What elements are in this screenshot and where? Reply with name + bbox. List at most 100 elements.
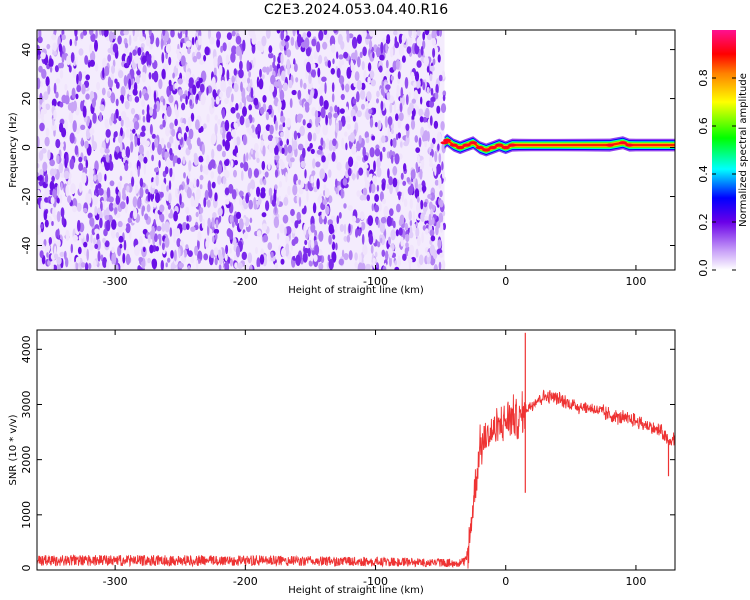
noise-blob [89, 217, 95, 227]
noise-blob [56, 211, 61, 223]
noise-blob [200, 126, 204, 133]
noise-blob [89, 59, 95, 67]
noise-blob [422, 81, 426, 91]
noise-blob [326, 138, 330, 144]
noise-blob [374, 121, 378, 128]
spec-y-tick-label: -40 [20, 237, 33, 255]
noise-blob [292, 184, 298, 196]
noise-blob [290, 243, 294, 251]
spec-x-tick-label: 100 [625, 275, 646, 288]
noise-blob [56, 256, 62, 265]
noise-blob [75, 35, 78, 41]
snr-x-tick-label: -200 [233, 575, 258, 588]
noise-blob [123, 75, 128, 87]
noise-blob [120, 127, 123, 137]
noise-blob [218, 64, 223, 77]
noise-blob [328, 234, 332, 245]
noise-blob [356, 190, 361, 197]
noise-blob [196, 259, 199, 270]
noise-blob [365, 263, 371, 270]
noise-blob [178, 89, 183, 96]
noise-blob [51, 221, 54, 226]
colorbar-label: Normalized spectral amplitude [738, 73, 749, 227]
noise-blob [438, 177, 442, 190]
noise-blob [222, 138, 226, 147]
noise-blob [195, 39, 199, 48]
noise-blob [176, 52, 182, 60]
noise-blob [423, 201, 428, 208]
noise-blob [320, 106, 326, 119]
noise-blob [338, 54, 344, 60]
noise-blob [415, 226, 420, 238]
noise-blob [341, 59, 345, 66]
noise-blob [331, 82, 335, 93]
noise-blob [248, 199, 253, 210]
noise-blob [388, 236, 391, 245]
noise-blob [40, 81, 43, 88]
noise-blob [122, 252, 126, 264]
noise-blob [129, 47, 133, 53]
noise-blob [89, 127, 95, 135]
noise-blob [70, 52, 75, 63]
noise-blob [279, 140, 283, 147]
noise-blob [191, 37, 195, 46]
noise-blob [72, 234, 78, 242]
noise-blob [281, 247, 286, 258]
noise-blob [204, 189, 209, 201]
noise-blob [433, 264, 438, 270]
noise-blob [186, 215, 189, 222]
noise-blob [384, 115, 388, 128]
noise-blob [37, 224, 41, 235]
noise-blob [142, 30, 145, 35]
noise-blob [289, 98, 293, 109]
noise-blob [97, 250, 101, 262]
noise-blob [234, 159, 238, 166]
noise-blob [374, 148, 381, 157]
noise-blob [323, 184, 327, 191]
noise-blob [306, 93, 310, 100]
noise-blob [170, 209, 173, 217]
noise-blob [153, 103, 157, 111]
noise-blob [120, 110, 127, 121]
noise-blob [169, 167, 173, 178]
noise-blob [324, 82, 327, 94]
noise-blob [110, 161, 114, 171]
noise-blob [61, 127, 67, 138]
noise-blob [159, 204, 165, 213]
noise-blob [211, 148, 215, 160]
noise-blob [185, 206, 190, 215]
noise-blob [314, 229, 318, 237]
noise-blob [112, 43, 119, 53]
noise-blob [98, 30, 103, 36]
noise-blob [74, 30, 78, 37]
noise-blob [410, 169, 416, 180]
noise-blob [182, 156, 186, 165]
noise-blob [104, 161, 111, 172]
noise-blob [226, 228, 232, 237]
noise-blob [132, 30, 135, 37]
noise-blob [65, 229, 70, 242]
noise-blob [37, 189, 41, 196]
noise-blob [269, 124, 274, 135]
noise-blob [153, 90, 157, 103]
noise-blob [195, 188, 202, 200]
noise-blob [87, 193, 92, 204]
noise-blob [353, 81, 357, 88]
noise-blob [409, 219, 413, 227]
noise-blob [259, 178, 264, 186]
noise-blob [349, 132, 355, 143]
noise-blob [147, 191, 151, 202]
noise-blob [162, 30, 166, 37]
noise-blob [154, 208, 159, 221]
noise-blob [361, 233, 365, 245]
noise-blob [309, 142, 313, 149]
noise-blob [220, 79, 226, 92]
noise-blob [367, 62, 372, 72]
noise-blob [42, 161, 48, 172]
noise-blob [420, 212, 425, 222]
noise-blob [52, 50, 58, 56]
noise-blob [37, 136, 40, 148]
noise-blob [398, 227, 403, 236]
noise-blob [233, 68, 237, 76]
